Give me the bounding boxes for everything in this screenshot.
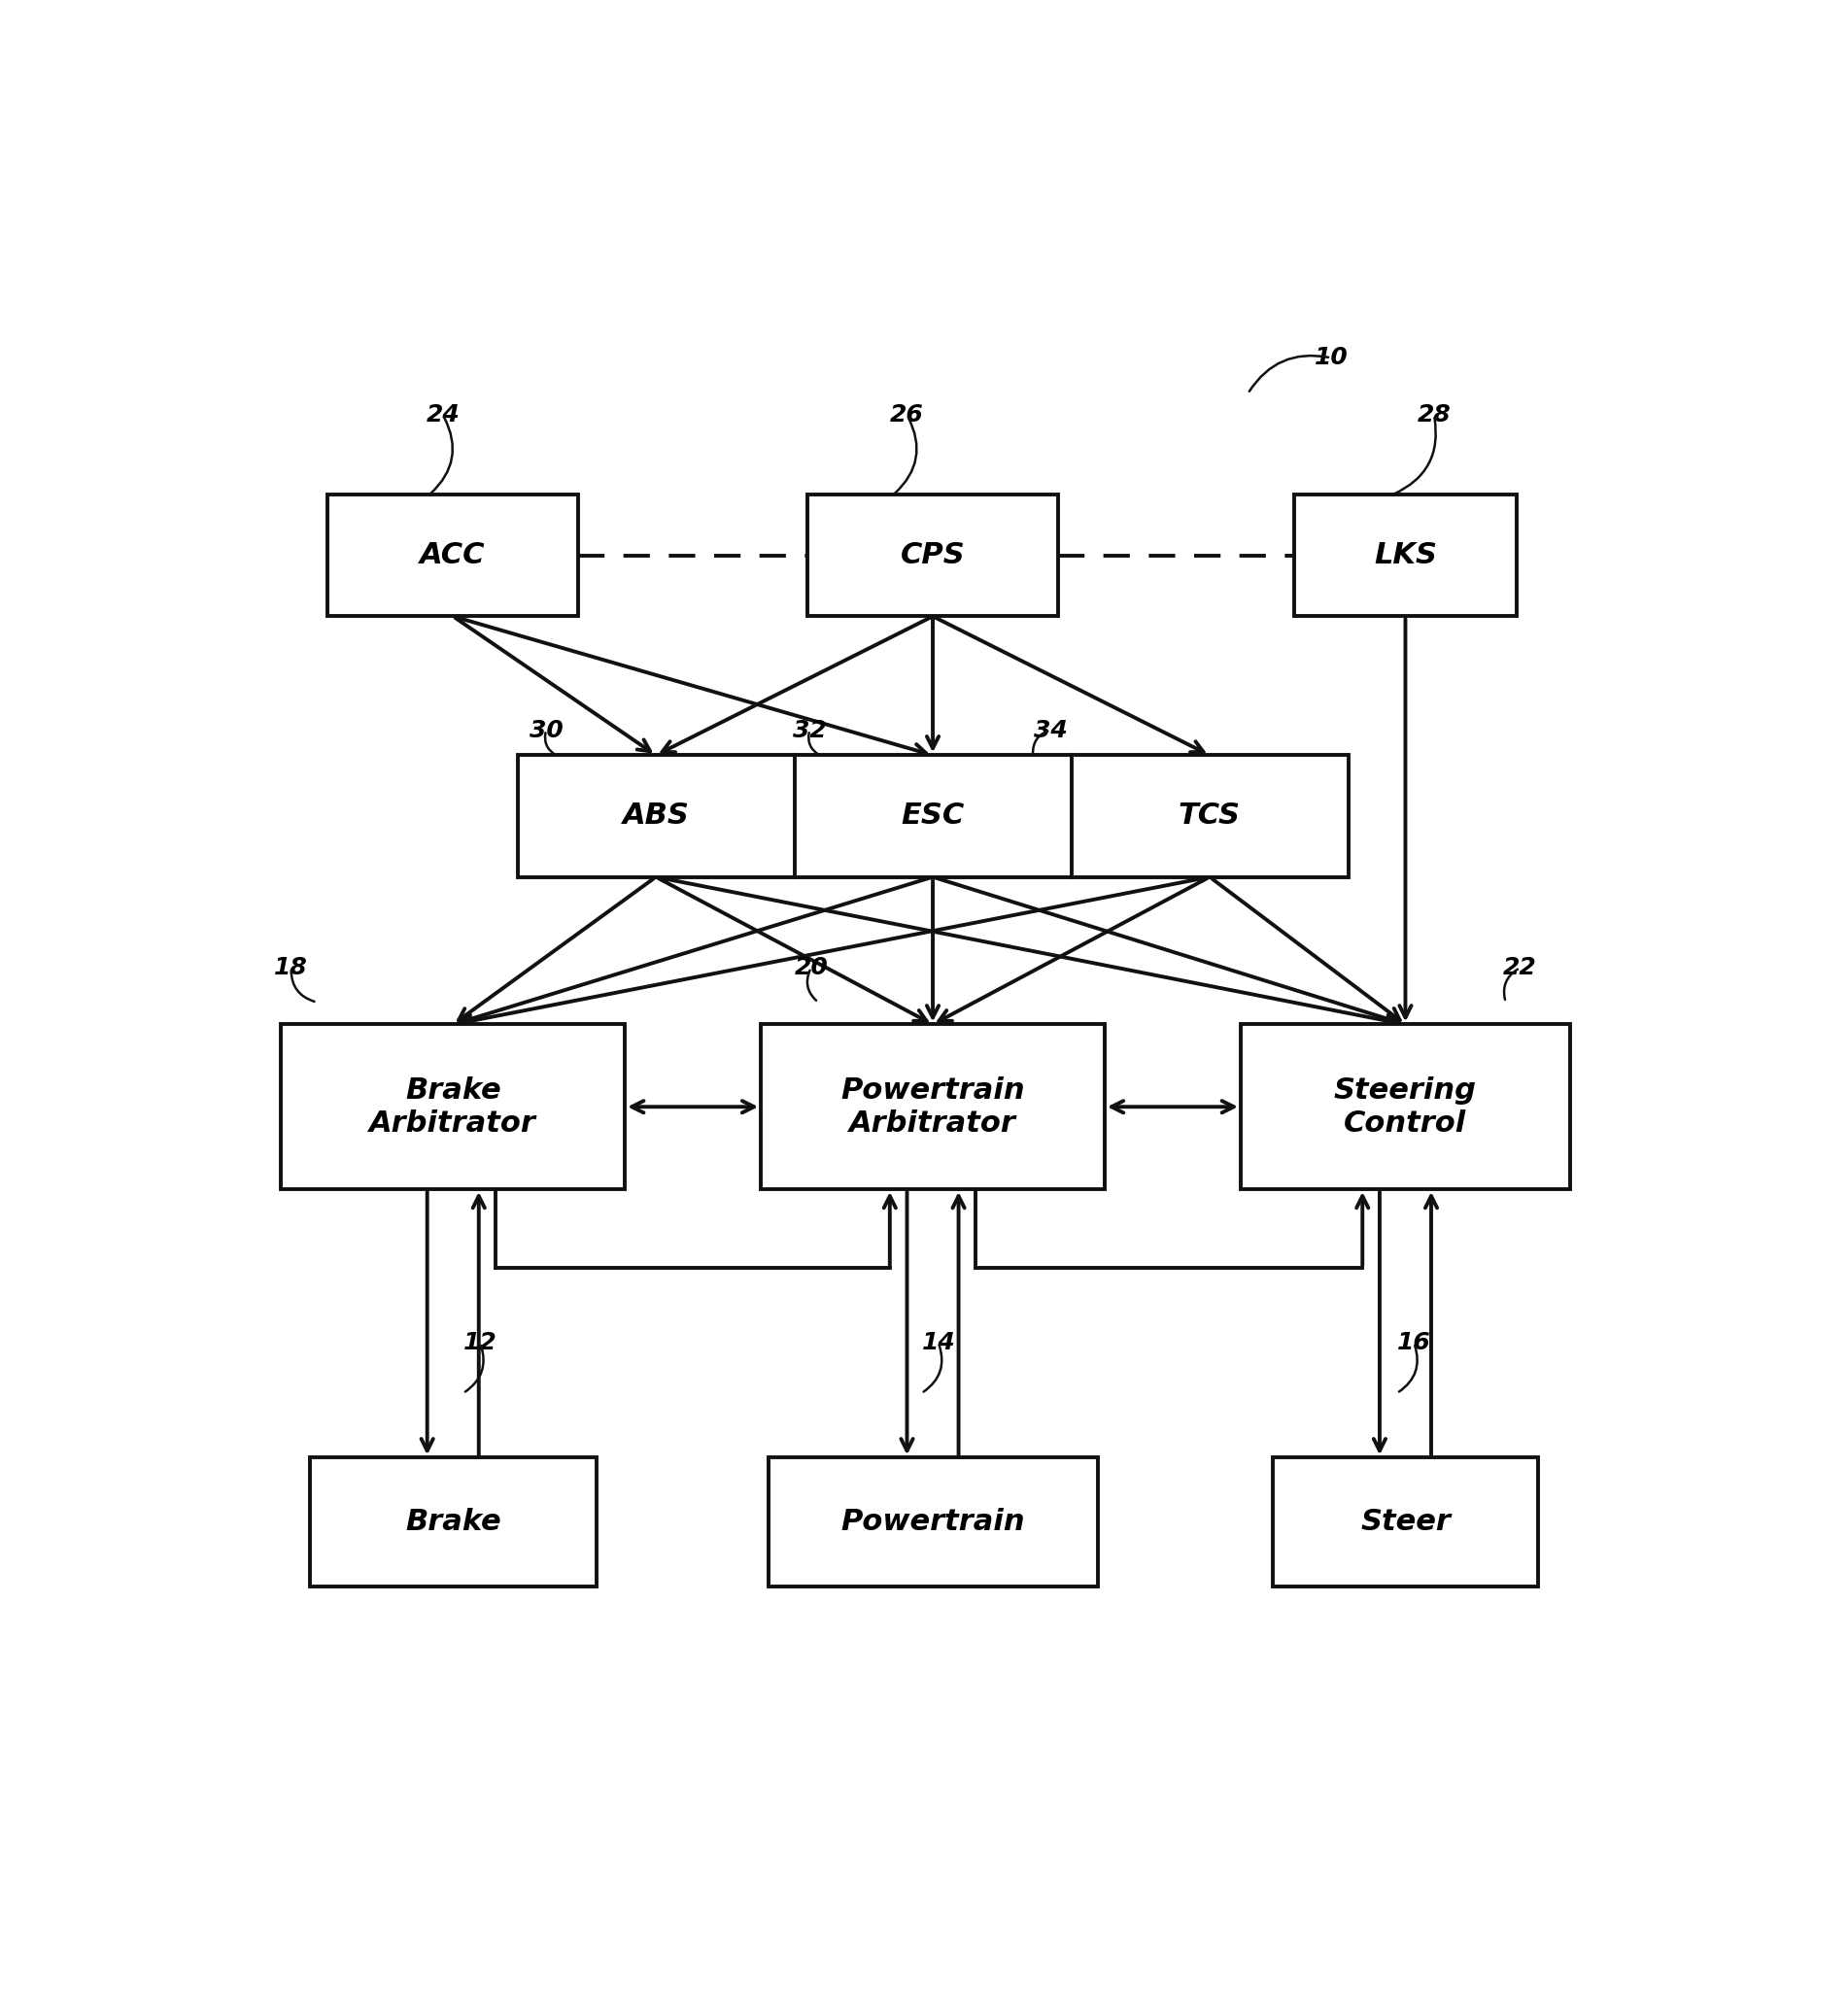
Text: ACC: ACC: [419, 541, 486, 570]
Bar: [1240, 1025, 1571, 1190]
Bar: [1273, 1457, 1538, 1586]
Bar: [281, 1025, 625, 1190]
Bar: [327, 495, 578, 616]
Bar: [769, 1457, 1098, 1586]
Text: CPS: CPS: [900, 541, 965, 570]
Text: Steering
Control: Steering Control: [1334, 1077, 1477, 1137]
Text: Brake: Brake: [405, 1508, 501, 1536]
Text: Brake
Arbitrator: Brake Arbitrator: [370, 1077, 536, 1137]
Text: Steer: Steer: [1360, 1508, 1451, 1536]
Text: 26: 26: [891, 403, 924, 427]
Text: 32: 32: [793, 719, 826, 743]
Text: Powertrain: Powertrain: [841, 1508, 1026, 1536]
Text: 28: 28: [1417, 403, 1451, 427]
Bar: [808, 495, 1059, 616]
Bar: [761, 1025, 1105, 1190]
Text: LKS: LKS: [1373, 541, 1438, 570]
Text: 34: 34: [1033, 719, 1066, 743]
Text: 30: 30: [529, 719, 564, 743]
Text: 10: 10: [1314, 346, 1347, 370]
Text: 20: 20: [795, 956, 828, 980]
Text: 22: 22: [1502, 956, 1538, 980]
Bar: [1294, 495, 1517, 616]
Text: 24: 24: [427, 403, 460, 427]
Text: 12: 12: [464, 1331, 497, 1355]
Text: ESC: ESC: [902, 801, 965, 829]
Text: Powertrain
Arbitrator: Powertrain Arbitrator: [841, 1077, 1026, 1137]
Text: 18: 18: [274, 956, 309, 980]
Text: 14: 14: [922, 1331, 955, 1355]
Text: TCS: TCS: [1179, 801, 1240, 829]
Text: ABS: ABS: [623, 801, 689, 829]
Bar: [517, 755, 1349, 878]
Text: 16: 16: [1397, 1331, 1430, 1355]
Bar: [310, 1457, 597, 1586]
